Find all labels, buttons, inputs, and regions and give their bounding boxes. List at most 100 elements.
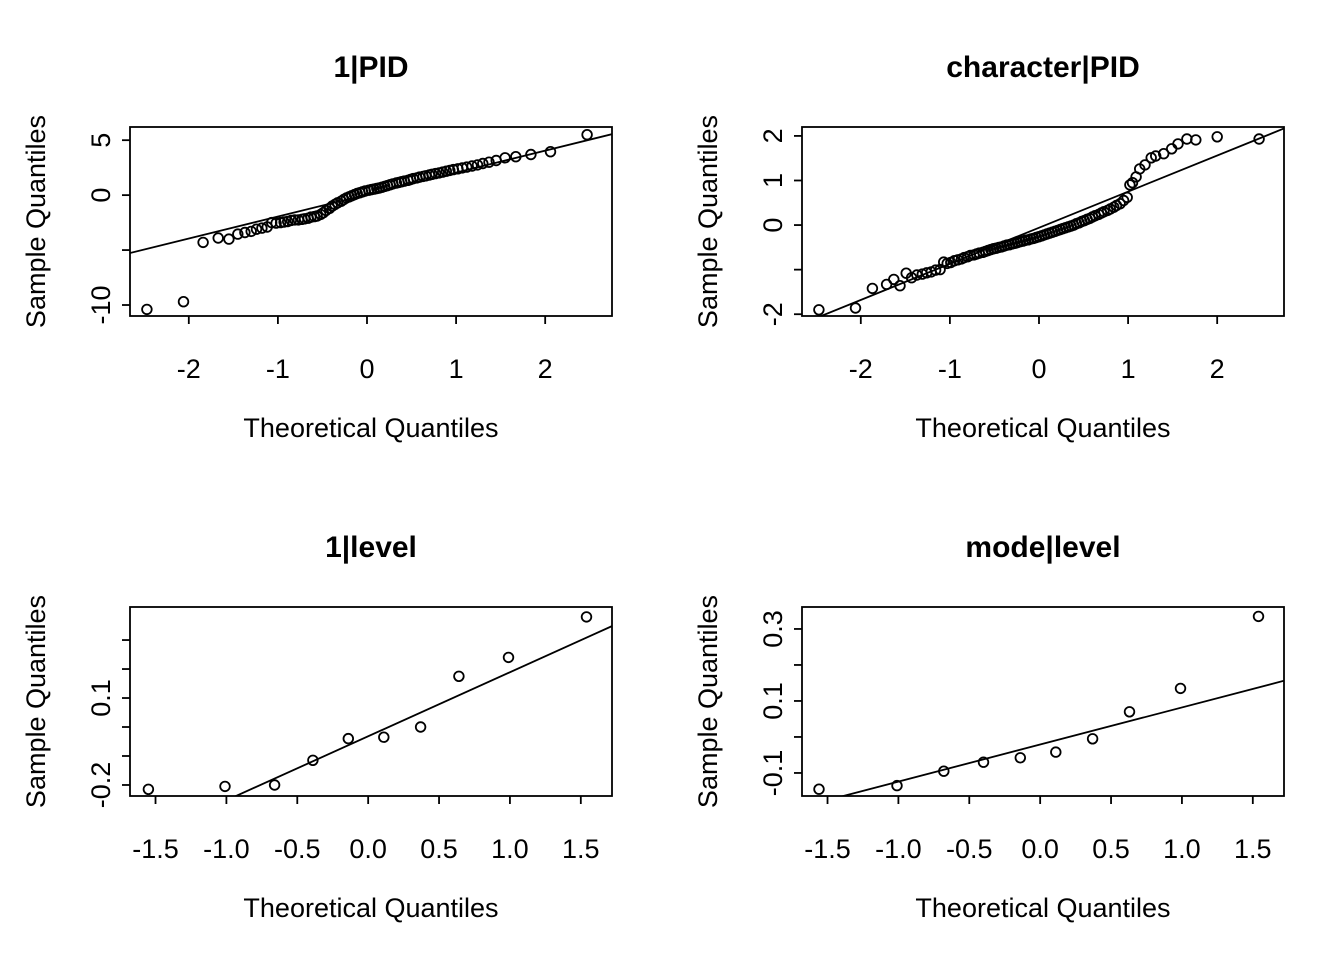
qq-point [1050,746,1062,758]
qq-point [232,228,244,240]
y-tick-label: 0 [758,218,788,233]
y-tick-label: -0.1 [758,750,788,797]
qq-panel-bottom-left: 1|level -1.5 -1.0 -0.5 0.0 0.5 1.0 1.5 0.1 -0.2 Th… [0,480,672,960]
qq-reference-line [233,625,612,796]
plot-box [801,606,1285,797]
qq-point [307,754,319,767]
y-tick-label: 0.1 [86,679,116,717]
qq-point [1108,201,1120,213]
x-tick-label: 1 [1121,354,1136,384]
qq-point [1121,191,1133,204]
qq-point [270,217,282,229]
y-tick-label: -10 [86,285,116,324]
qq-point [1150,150,1162,162]
x-tick-label: -2 [177,354,201,384]
x-tick-label: 0.0 [1021,834,1059,864]
x-tick-label: 1.0 [491,834,529,864]
x-tick-label: 1.5 [562,834,600,864]
qq-point [525,148,537,161]
qq-point [499,152,511,164]
y-tick-label: 1 [758,173,788,188]
qq-point [197,236,209,249]
x-axis-label: Theoretical Quantiles [243,893,498,923]
qq-point [1126,176,1139,189]
qq-point [461,161,473,173]
y-tick-label: 0 [86,188,116,203]
qq-point [891,779,903,792]
qq-point [1139,159,1151,171]
y-axis-label: Sample Quantiles [693,115,723,328]
qq-point [1166,143,1178,155]
x-tick-label: 1.5 [1234,834,1272,864]
plot-box [801,126,1285,317]
plot-box [129,606,613,797]
panel-title: 1|level [325,531,417,564]
qq-point [849,302,862,314]
qq-point [1124,179,1136,191]
qq-point [141,303,153,316]
qq-point [471,159,484,171]
qq-point [888,273,900,286]
y-axis-label: Sample Quantiles [693,595,723,808]
x-tick-label: -1.5 [132,834,179,864]
x-tick-label: 0.5 [1092,834,1130,864]
x-tick-label: -1.0 [203,834,250,864]
x-tick-label: 0.5 [420,834,458,864]
y-tick-label: 0.1 [758,682,788,720]
y-tick-label: -2 [758,302,788,326]
qq-point [866,282,879,295]
qq-point [477,157,489,170]
qq-point [1123,706,1136,718]
qq-point [1172,138,1184,150]
qq-point [544,145,557,158]
qq-point [250,223,263,235]
y-tick-label: 0.3 [758,610,788,648]
qq-point [378,731,390,743]
qq-point [483,156,495,168]
x-axis-label: Theoretical Quantiles [243,413,498,443]
qq-panel-bottom-right: mode|level -1.5 -1.0 -0.5 0.0 0.5 1.0 1.5 0.3 0.1… [672,480,1344,960]
x-tick-label: -1 [938,354,962,384]
qq-point [453,670,465,683]
qq-point [813,783,825,795]
x-tick-label: -1.0 [875,834,922,864]
x-tick-label: 0 [359,354,374,384]
x-tick-label: 2 [538,354,553,384]
qq-point [938,765,950,777]
y-tick-label: 5 [86,133,116,148]
qq-point [1190,134,1202,146]
qq-point [1253,133,1265,145]
qq-point [929,264,942,276]
qq-point [813,304,825,316]
qq-point [1252,610,1265,623]
qq-point [212,232,224,244]
qq-point [1117,194,1130,207]
x-tick-label: 2 [1210,354,1225,384]
plot-box [129,126,613,317]
qq-point [256,222,268,234]
qq-point [245,225,257,238]
qq-point [414,721,427,733]
qq-point [142,783,155,796]
qq-point [177,296,190,308]
x-axis-label: Theoretical Quantiles [915,893,1170,923]
qq-point [342,732,355,745]
qq-point [977,756,990,768]
qq-point [223,233,235,245]
qq-point [219,780,231,793]
qq-panel-top-right: character|PID -2 -1 0 1 2 2 1 0 -2 Theoretical Qua… [672,0,1344,480]
x-tick-label: 0.0 [349,834,387,864]
x-tick-label: -2 [849,354,873,384]
x-axis-label: Theoretical Quantiles [915,413,1170,443]
panel-title: mode|level [965,531,1120,564]
panel-title: character|PID [946,51,1140,84]
qq-reference-line [839,679,1284,796]
qq-point [1086,733,1099,745]
qq-point [502,651,515,664]
y-axis-label: Sample Quantiles [21,595,51,808]
qq-point [510,150,522,163]
qq-point [894,280,906,292]
qq-point [580,611,593,623]
